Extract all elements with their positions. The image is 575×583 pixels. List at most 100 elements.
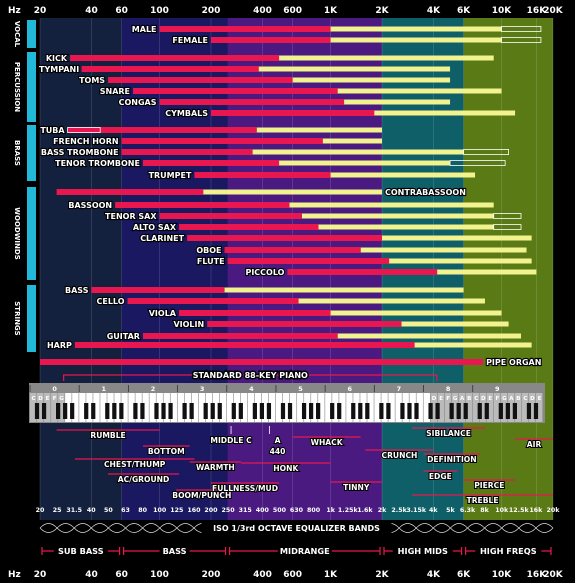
white-key [451, 393, 459, 422]
black-key [449, 403, 454, 419]
bar-clarinet-fundamentals [187, 235, 382, 241]
label-clarinet: CLARINET [140, 234, 184, 243]
band-label-bg-midrange [277, 545, 332, 557]
eq-wave-bottom [398, 527, 417, 533]
key-letter: D [284, 396, 289, 402]
bar-harp-harmonics [414, 342, 532, 348]
key-letter: F [200, 396, 204, 402]
label-tenor-trombone: TENOR TROMBONE [55, 159, 140, 168]
label-bassoon: BASSOON [68, 201, 112, 210]
eq-wave-bottom [142, 527, 160, 533]
eq-band-value: 6.3k [460, 507, 476, 514]
white-key [149, 393, 156, 422]
bar-toms-harmonics [292, 77, 451, 83]
white-key [507, 393, 515, 422]
eq-label: ISO 1/3rd OCTAVE EQUALIZER BANDS [213, 524, 380, 533]
eq-wave-top [535, 523, 554, 529]
eq-wave-bottom [39, 527, 58, 533]
eq-label-bg [201, 521, 392, 534]
white-key [465, 393, 473, 422]
black-key [526, 403, 532, 419]
black-key [168, 403, 173, 419]
white-key [535, 393, 543, 422]
bar-viola-fundamentals [179, 310, 331, 316]
key-letter: B [172, 396, 176, 402]
key-letter: G [59, 396, 64, 402]
eq-wave-top [125, 523, 143, 529]
bar-guitar-fundamentals [142, 333, 338, 339]
black-key [84, 403, 89, 419]
label-kick: KICK [46, 54, 68, 63]
eq-wave-top [518, 523, 537, 529]
key-letter: F [151, 396, 155, 402]
white-key [226, 393, 234, 422]
bar-french-horn-harmonics [322, 138, 382, 144]
bar-male-fundamentals [159, 26, 331, 32]
label-middle-c: MIDDLE C [210, 436, 252, 445]
key-letter: G [207, 396, 212, 402]
band-label-midrange: MIDRANGE [280, 546, 330, 556]
black-key [161, 403, 166, 419]
bar-flute-fundamentals [227, 258, 390, 264]
eq-band-value: 3.15k [406, 507, 427, 514]
piano-range-bracket [63, 374, 438, 381]
key-letter: D [38, 396, 43, 402]
black-key [386, 403, 391, 419]
octave-number: 0 [52, 385, 57, 393]
axis-tick-bottom: 10K [492, 570, 513, 580]
axis-tick-bottom: 200 [202, 570, 221, 580]
bar-tenor-sax-fundamentals [159, 213, 302, 219]
white-key [128, 393, 135, 422]
black-key [505, 403, 510, 419]
axis-tick-top: 100 [150, 6, 169, 16]
octave-number: 6 [347, 385, 352, 393]
black-key [358, 403, 363, 419]
bar-contrabassoon-fundamentals [56, 189, 204, 195]
white-key [72, 393, 79, 422]
label-bottom: BOTTOM [148, 447, 185, 456]
black-key [477, 403, 482, 419]
eq-wave-top [433, 523, 451, 529]
label-a440-num: 440 [270, 447, 286, 456]
white-key [402, 393, 409, 422]
bar-tuba-fundamentals [67, 127, 257, 133]
bar-cello-fundamentals [127, 298, 299, 304]
bar-contrabassoon-harmonics [203, 189, 382, 195]
label-fullness-mud: FULLNESS/MUD [212, 484, 278, 493]
axis-tick-bottom: 20 [34, 570, 47, 580]
key-letter: A [411, 396, 416, 402]
white-key [51, 393, 58, 422]
label-ac-ground: AC/GROUND [118, 475, 170, 484]
label-tenor-sax: TENOR SAX [105, 212, 157, 221]
bar-male-harmonics [330, 26, 502, 32]
black-key [428, 403, 433, 419]
black-key [133, 403, 138, 419]
key-letter: D [235, 396, 240, 402]
white-key [65, 393, 72, 422]
eq-band-value: 125 [170, 507, 183, 514]
white-key [219, 393, 227, 422]
eq-wave-top [39, 523, 58, 529]
white-key [360, 393, 367, 422]
eq-band-value: 40 [87, 507, 96, 514]
white-key [44, 393, 51, 422]
axis-tick-top: 40 [85, 6, 98, 16]
bar-alto-sax-fundamentals [179, 224, 319, 230]
axis-tick-bottom: 600 [283, 570, 302, 580]
eq-wave-bottom [518, 527, 537, 533]
key-letter: A [460, 396, 465, 402]
key-letter: C [81, 396, 85, 402]
group-label-brass: BRASS [13, 140, 21, 166]
key-letter: E [292, 396, 296, 402]
label-piccolo: PICCOLO [245, 268, 284, 277]
eq-wave-bottom [125, 527, 143, 533]
white-key [212, 393, 220, 422]
key-letter: B [320, 396, 324, 402]
bar-bass-trombone-fundamentals [121, 149, 253, 155]
bar-violin-harmonics [401, 321, 509, 327]
key-letter: A [509, 396, 514, 402]
black-key [56, 403, 61, 419]
key-letter: F [299, 396, 303, 402]
eq-wave-top [56, 523, 75, 529]
key-letter: A [67, 396, 72, 402]
